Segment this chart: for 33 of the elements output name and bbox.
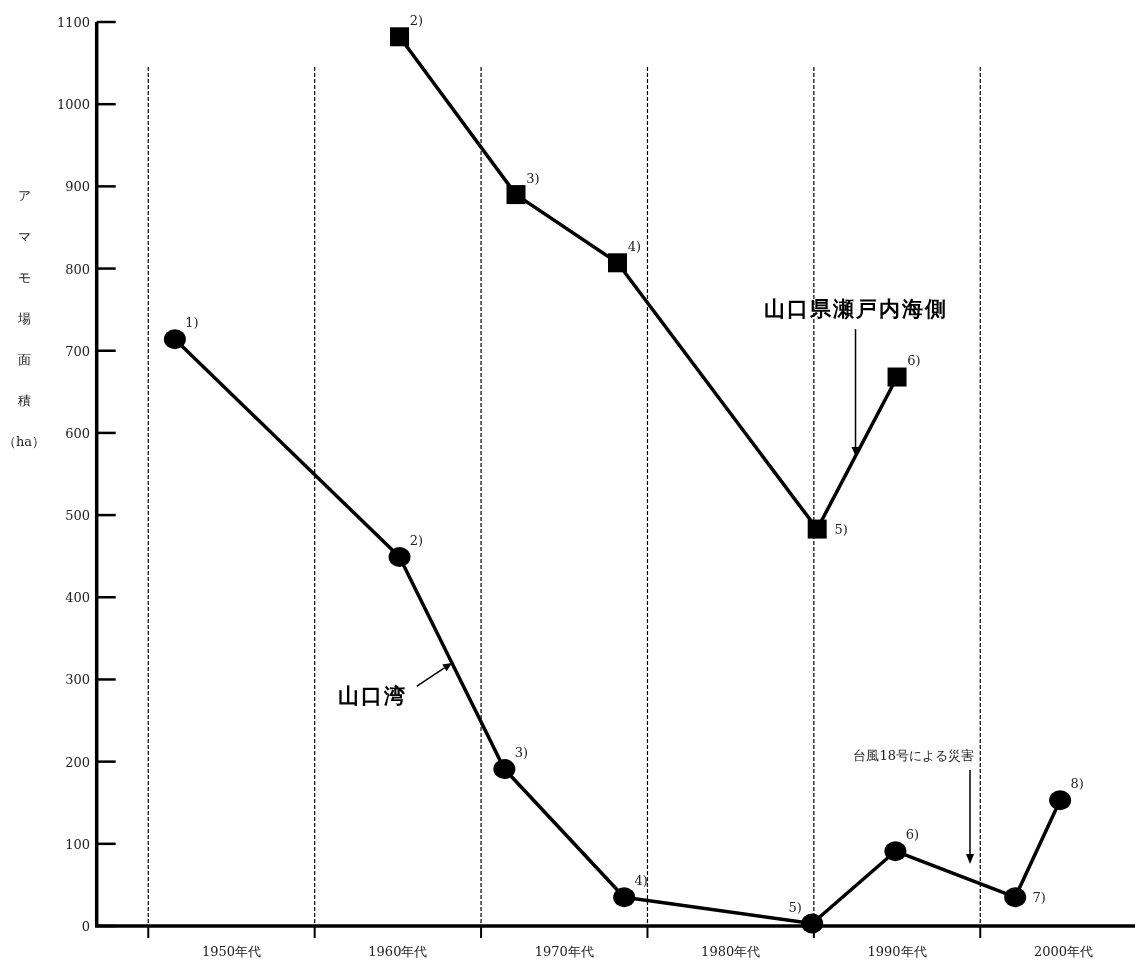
x-tick-label: 1960年代 xyxy=(368,944,428,959)
y-tick-label: 700 xyxy=(65,343,90,359)
y-tick-label: 1100 xyxy=(56,15,90,30)
x-tick-label: 1970年代 xyxy=(534,944,594,959)
y-tick-label: 0 xyxy=(81,919,90,934)
annotation: 8) xyxy=(1070,776,1084,792)
y-tick-label: 1000 xyxy=(56,97,90,113)
y-tick-label: 900 xyxy=(65,179,90,195)
y-tick-label: 800 xyxy=(65,261,90,277)
annotation: 6) xyxy=(905,827,920,843)
x-tick-label: 1950年代 xyxy=(201,944,262,959)
y-tick-label: 200 xyxy=(65,754,90,770)
annotation: 5) xyxy=(834,522,848,538)
y-tick-label: 500 xyxy=(65,508,90,524)
annotation: 3) xyxy=(514,745,529,761)
annotation: 5) xyxy=(788,899,802,915)
y-tick-label: 300 xyxy=(65,672,90,688)
y-tick-label: 400 xyxy=(65,590,90,606)
x-tick-label: 1980年代 xyxy=(701,944,761,959)
annotation: 4) xyxy=(634,873,648,889)
annotation: 6) xyxy=(907,353,921,369)
annotation: 1) xyxy=(185,315,199,331)
annotation: 4) xyxy=(627,238,642,254)
text: アマモ場面積（ha） xyxy=(2,188,46,449)
x-tick-label: 2000年代 xyxy=(1033,944,1093,959)
annotation: 7) xyxy=(1032,890,1046,906)
y-tick-label: 600 xyxy=(65,425,90,441)
annotation: 台風18号による災害 xyxy=(853,748,974,763)
y-tick-label: 100 xyxy=(65,836,90,852)
annotation: 2) xyxy=(409,533,424,549)
annotation: 3) xyxy=(526,170,540,186)
x-tick-label: 1990年代 xyxy=(867,944,927,959)
annotation: 2) xyxy=(409,12,424,28)
